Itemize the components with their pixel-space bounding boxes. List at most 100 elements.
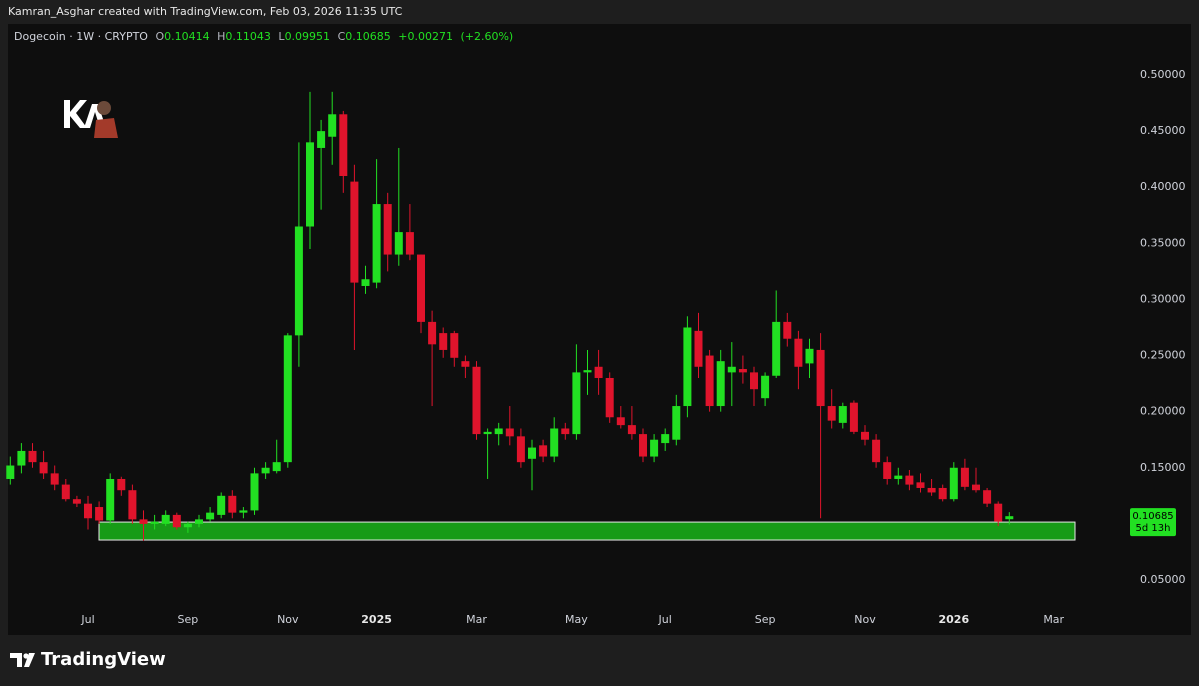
candle-body [405, 232, 414, 255]
y-tick-label: 0.40000 [1140, 180, 1186, 193]
x-tick-label: 2026 [938, 613, 969, 626]
y-tick-label: 0.25000 [1140, 349, 1186, 362]
candle-body [561, 428, 570, 435]
candle-body [727, 366, 736, 373]
candle-body [461, 361, 470, 367]
candle-body [428, 321, 437, 345]
candle-body [139, 519, 148, 524]
candle-body [672, 406, 681, 440]
candle-body [328, 114, 337, 137]
candle-body [439, 333, 448, 350]
low-value: 0.09951 [285, 30, 331, 43]
open-value: 0.10414 [164, 30, 210, 43]
candle-body [6, 465, 15, 479]
candle-body [306, 142, 314, 227]
candle-body [805, 348, 814, 364]
candle-body [372, 204, 381, 283]
candle-body [994, 503, 1003, 522]
candle-body [472, 366, 481, 435]
candle-body [838, 406, 847, 423]
candle-body [960, 467, 969, 487]
y-tick-label: 0.35000 [1140, 236, 1186, 249]
candle-body [883, 462, 892, 479]
candle-body [816, 349, 825, 407]
x-tick-label: Sep [755, 613, 776, 626]
symbol-header: Dogecoin · 1W · CRYPTO O0.10414 H0.11043… [14, 30, 513, 43]
price-label: 0.10685 [1132, 511, 1173, 522]
candle-body [217, 495, 226, 515]
plot-area: 0.50000 0.45000 0.40000 0.35000 0.30000 0.250… [6, 68, 1186, 626]
candle-body [772, 321, 781, 376]
chart-panel [8, 24, 1191, 635]
candle-body [849, 402, 858, 432]
change-percent: (+2.60%) [460, 30, 513, 43]
x-tick-label: 2025 [361, 613, 392, 626]
candle-body [339, 114, 348, 177]
candle-body [294, 226, 303, 336]
candle-body [250, 473, 259, 511]
candle-body [106, 478, 115, 521]
x-tick-label: Nov [277, 613, 299, 626]
brand: TradingView [41, 649, 166, 670]
x-tick-label: Sep [178, 613, 199, 626]
candle-body [128, 490, 137, 520]
candle-body [228, 495, 237, 513]
author-line: Kamran_Asghar created with TradingView.c… [8, 5, 403, 18]
candle-body [117, 478, 126, 491]
candle-body [661, 434, 670, 444]
author-logo [60, 88, 120, 140]
candle-body [183, 523, 192, 528]
support-zone [98, 521, 1076, 541]
candle-body [50, 473, 59, 485]
close-label: C [338, 30, 346, 43]
x-tick-label: Jul [658, 613, 672, 626]
candle-body [516, 436, 525, 463]
candle-body [627, 425, 636, 435]
candle-body [283, 335, 292, 463]
candle-body [616, 417, 625, 426]
candle-body [361, 279, 370, 286]
candle-body [172, 514, 181, 528]
candle-body [28, 450, 37, 463]
candle-body [972, 484, 980, 491]
candle-body [605, 377, 614, 418]
candle-body [750, 372, 758, 390]
y-tick-label: 0.30000 [1140, 292, 1186, 305]
candle-body [394, 232, 403, 255]
candle-body [261, 467, 270, 474]
candle-body [528, 447, 536, 459]
candle-body [639, 434, 647, 457]
candle-body [61, 484, 70, 500]
candle-body [206, 512, 215, 520]
candle-body [572, 372, 581, 435]
open-label: O [155, 30, 164, 43]
candle-body [927, 487, 936, 493]
close-value: 0.10685 [345, 30, 391, 43]
candle-body [350, 181, 359, 283]
candle-body [794, 338, 803, 367]
candle-body [84, 503, 92, 519]
candle-body [494, 428, 503, 435]
candle-body [949, 467, 958, 500]
high-value: 0.11043 [225, 30, 271, 43]
candle-body [827, 406, 836, 421]
footer-logo [10, 653, 35, 667]
symbol: Dogecoin · 1W · CRYPTO [14, 30, 148, 43]
candle-body [539, 445, 548, 457]
candle-body [239, 510, 248, 513]
low-label: L [278, 30, 285, 43]
candle-body [383, 204, 392, 255]
high-label: H [217, 30, 225, 43]
candle-body [17, 450, 26, 466]
candle-body [716, 361, 725, 407]
x-tick-label: Jul [80, 613, 94, 626]
x-tick-label: May [565, 613, 588, 626]
y-tick-label: 0.45000 [1140, 124, 1186, 137]
candle-body [894, 475, 903, 479]
x-tick-label: Mar [466, 613, 487, 626]
candle-body [861, 431, 869, 440]
candle-body [705, 355, 714, 407]
candle-body [694, 330, 703, 367]
